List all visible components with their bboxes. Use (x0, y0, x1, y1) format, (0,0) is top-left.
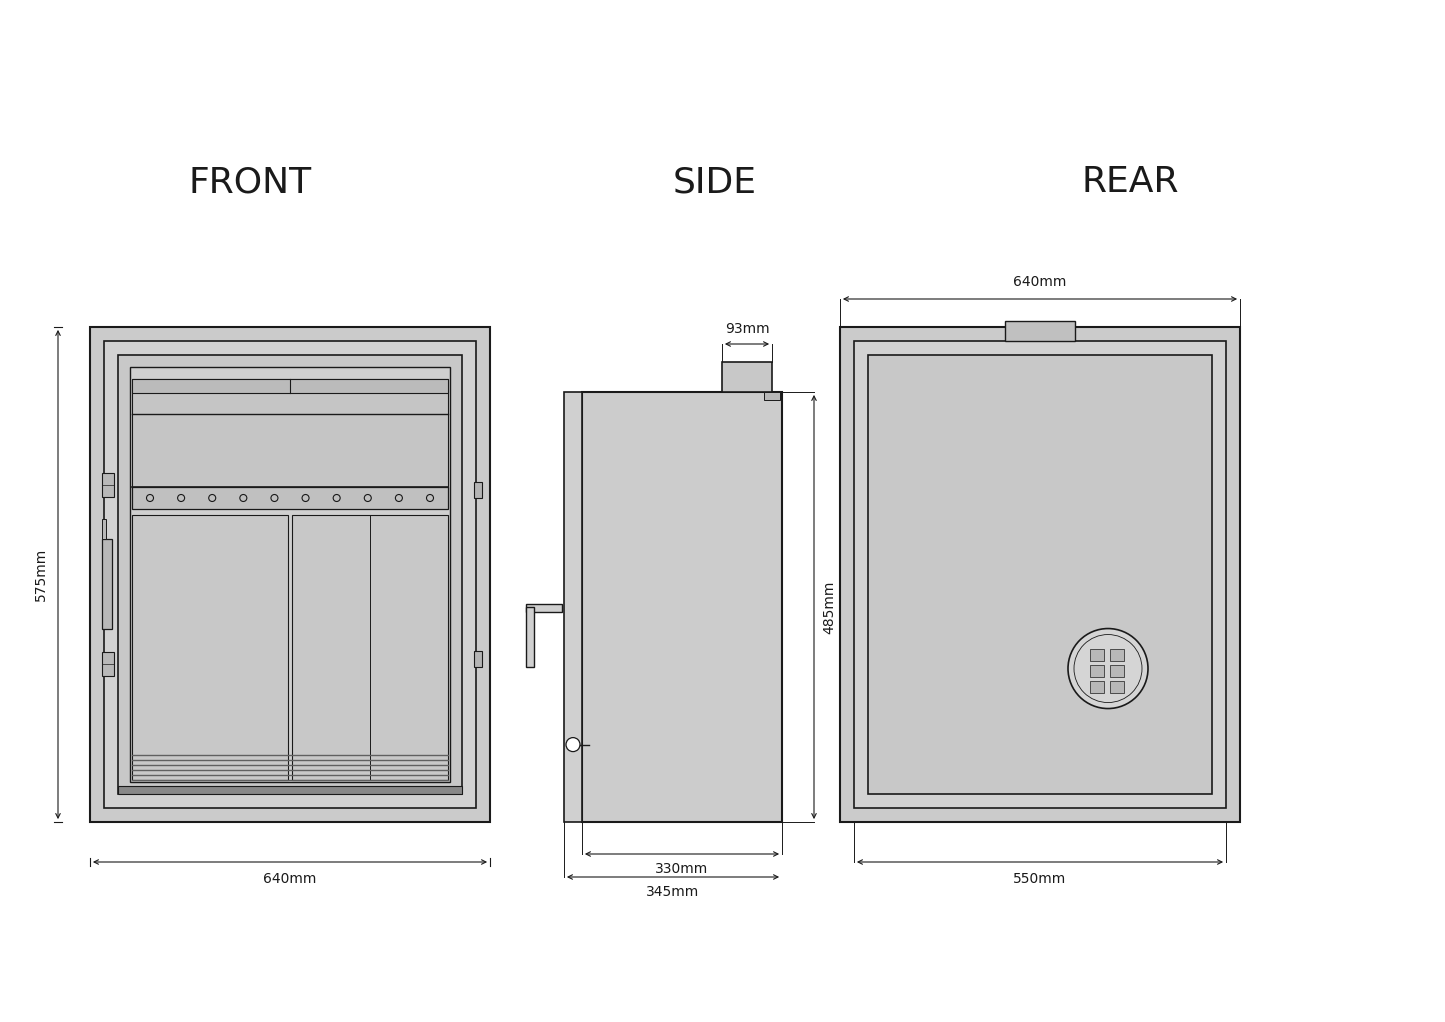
Text: FRONT: FRONT (188, 165, 312, 199)
Bar (103, 652, 114, 676)
Bar (130, 367, 449, 782)
Bar (1090, 649, 1104, 660)
Bar (1006, 321, 1075, 341)
Bar (131, 379, 448, 393)
Bar (90, 327, 490, 822)
Text: 485mm: 485mm (822, 580, 837, 634)
Bar (103, 540, 113, 630)
Bar (564, 392, 582, 822)
Bar (722, 362, 772, 392)
Bar (526, 604, 562, 612)
Text: 640mm: 640mm (1013, 275, 1066, 289)
Text: SIDE: SIDE (673, 165, 757, 199)
Bar (131, 379, 448, 489)
Bar (764, 392, 780, 400)
Text: REAR: REAR (1081, 165, 1179, 199)
Bar (131, 487, 448, 509)
Bar (868, 355, 1212, 794)
Bar (118, 786, 462, 794)
Bar (474, 482, 483, 499)
Text: 640mm: 640mm (263, 872, 316, 886)
Bar (840, 327, 1240, 822)
Bar (1110, 649, 1124, 660)
Bar (1110, 664, 1124, 677)
Bar (474, 651, 483, 666)
Bar (104, 341, 475, 808)
Bar (103, 519, 105, 540)
Bar (292, 515, 448, 780)
Text: 575mm: 575mm (35, 548, 48, 601)
Bar (131, 515, 288, 780)
Text: 550mm: 550mm (1013, 872, 1066, 886)
Text: 345mm: 345mm (646, 885, 699, 899)
Bar (526, 607, 535, 667)
Bar (1090, 681, 1104, 693)
Bar (103, 473, 114, 498)
Bar (582, 392, 782, 822)
Bar (1090, 664, 1104, 677)
Bar (118, 355, 462, 794)
Bar (854, 341, 1225, 808)
Circle shape (1068, 629, 1147, 708)
Circle shape (566, 738, 579, 751)
Text: 93mm: 93mm (725, 322, 769, 336)
Bar (1110, 681, 1124, 693)
Text: 330mm: 330mm (656, 862, 708, 876)
